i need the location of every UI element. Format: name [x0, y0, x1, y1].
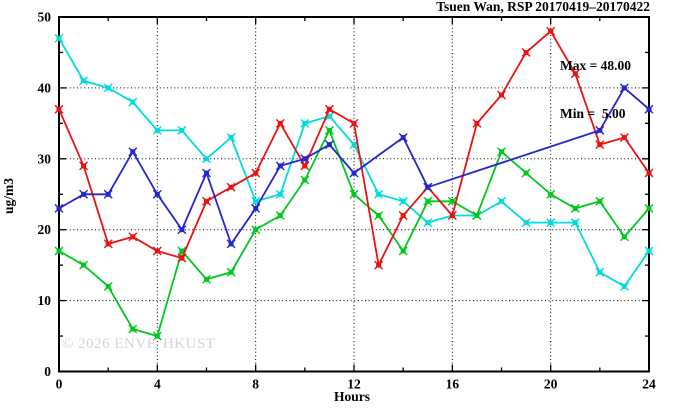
svg-text:8: 8: [252, 377, 259, 392]
svg-text:40: 40: [38, 80, 52, 95]
x-axis-label: Hours: [333, 389, 370, 404]
series-green: [54, 125, 654, 341]
svg-text:24: 24: [642, 377, 656, 392]
max-annotation: Max = 48.00: [560, 58, 632, 73]
svg-text:0: 0: [44, 364, 51, 379]
x-tick-labels: 0 4 8 12 16 20 24: [56, 377, 656, 392]
series-cyan: [54, 33, 654, 291]
plot-border: [58, 16, 650, 373]
max-min-annotation: Max = 48.00 Min = 5.00: [560, 26, 631, 154]
svg-text:30: 30: [38, 151, 52, 166]
min-annotation: Min = 5.00: [560, 106, 626, 121]
series-blue: [54, 83, 654, 249]
watermark: © 2026 ENVF, HKUST: [62, 336, 216, 352]
svg-text:4: 4: [154, 377, 161, 392]
series-red: [54, 26, 654, 270]
svg-text:16: 16: [446, 377, 460, 392]
svg-text:12: 12: [347, 377, 361, 392]
svg-text:20: 20: [38, 222, 52, 237]
svg-text:0: 0: [56, 377, 63, 392]
svg-text:50: 50: [38, 10, 52, 25]
y-axis-label: ug/m3: [1, 178, 16, 215]
y-tick-labels: 0 10 20 30 40 50: [38, 10, 52, 380]
svg-text:10: 10: [38, 293, 52, 308]
chart-title: Tsuen Wan, RSP 20170419–20170422: [436, 0, 650, 14]
svg-text:20: 20: [544, 377, 558, 392]
